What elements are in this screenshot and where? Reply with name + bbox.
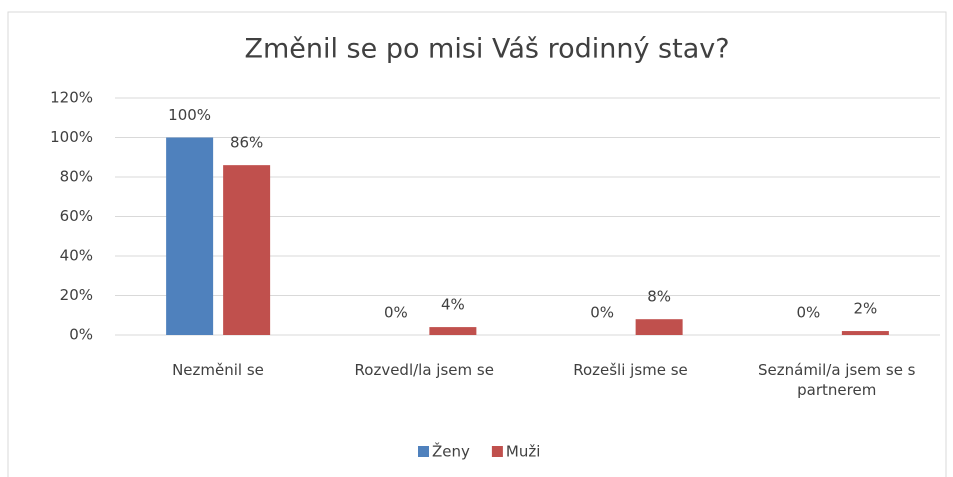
value-label: 100%	[168, 106, 211, 124]
x-tick-label: Rozvedl/la jsem se	[354, 361, 494, 379]
y-tick-label: 0%	[69, 326, 93, 344]
value-label: 0%	[384, 304, 408, 322]
chart-title: Změnil se po misi Váš rodinný stav?	[244, 34, 729, 65]
legend-label: Muži	[506, 443, 541, 461]
y-tick-label: 60%	[60, 207, 93, 225]
bar	[841, 331, 889, 335]
value-label: 8%	[647, 288, 671, 306]
value-label: 0%	[590, 304, 614, 322]
value-label: 2%	[853, 300, 877, 318]
legend-label: Ženy	[432, 442, 470, 461]
x-tick-label: Rozešli jsme se	[573, 361, 688, 379]
value-label: 0%	[796, 304, 820, 322]
y-tick-label: 20%	[60, 286, 93, 304]
legend-swatch	[491, 446, 503, 457]
y-tick-label: 40%	[60, 247, 93, 265]
legend-swatch	[418, 446, 429, 457]
y-tick-label: 80%	[60, 168, 93, 186]
bar	[166, 137, 214, 335]
x-tick-label: Seznámil/a jsem se s partnerem	[758, 361, 916, 399]
x-tick-label: Nezměnil se	[172, 361, 264, 379]
y-tick-label: 120%	[50, 89, 93, 107]
value-label: 4%	[441, 296, 465, 314]
y-tick-label: 100%	[50, 128, 93, 146]
value-label: 86%	[230, 134, 263, 152]
chart-frame	[7, 11, 947, 477]
bar	[635, 319, 683, 335]
bar	[429, 327, 477, 335]
bar	[223, 165, 271, 335]
